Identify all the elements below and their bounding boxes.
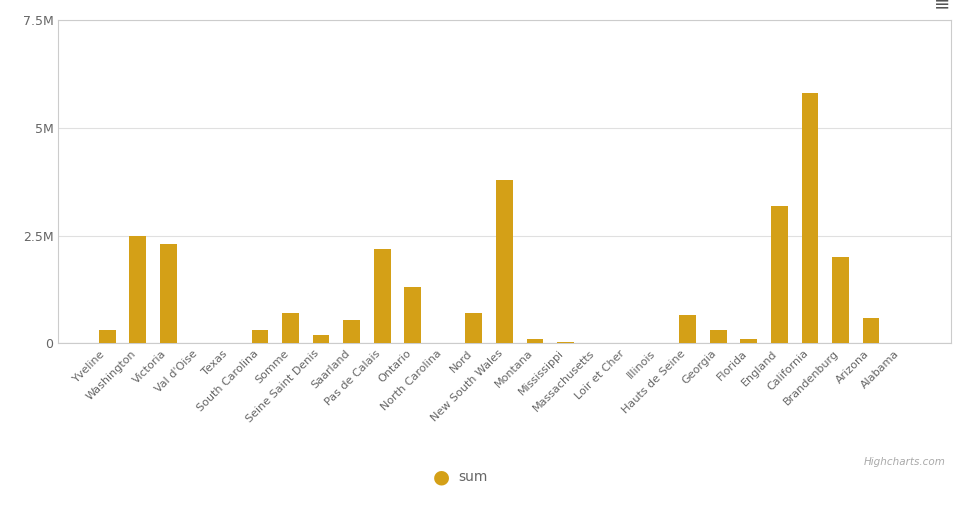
Bar (282, 313, 298, 343)
Bar (129, 236, 146, 343)
Text: ≡: ≡ (933, 0, 950, 14)
Bar (831, 257, 848, 343)
Bar (251, 330, 268, 343)
Bar (526, 339, 543, 343)
Text: Highcharts.com: Highcharts.com (863, 457, 945, 467)
Bar (404, 287, 421, 343)
Text: sum: sum (457, 470, 486, 484)
Bar (99, 330, 115, 343)
Bar (312, 335, 329, 343)
Bar (709, 330, 726, 343)
Bar (800, 93, 818, 343)
Bar (556, 342, 574, 343)
Bar (160, 244, 176, 343)
Bar (678, 316, 696, 343)
Bar (770, 206, 787, 343)
Bar (495, 180, 513, 343)
Bar (465, 313, 482, 343)
Bar (373, 248, 391, 343)
Bar (739, 339, 757, 343)
Bar (861, 318, 879, 343)
Bar (343, 320, 359, 343)
Text: ●: ● (432, 468, 450, 487)
